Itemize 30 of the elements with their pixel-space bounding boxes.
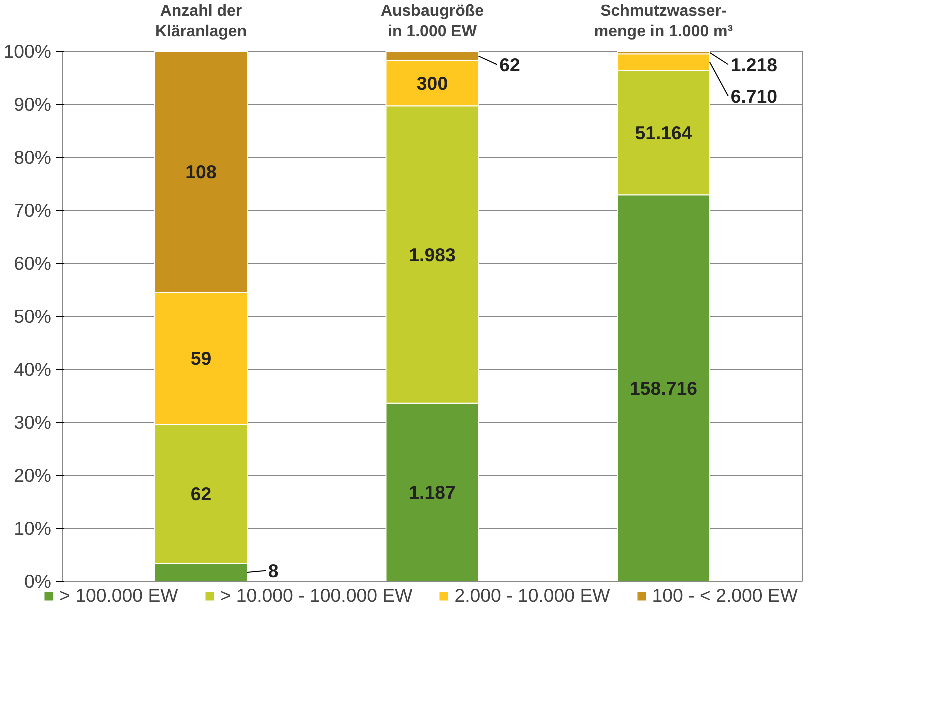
- legend-label: > 100.000 EW: [60, 585, 178, 607]
- y-tick-label: 70%: [14, 200, 52, 221]
- annotation: 59: [190, 348, 212, 370]
- y-tick-label: 30%: [14, 412, 52, 433]
- annotation: 1.218: [730, 54, 778, 76]
- y-tick-label: 40%: [14, 359, 52, 380]
- annotation: 8: [268, 560, 279, 582]
- annotation: 300: [416, 73, 448, 94]
- x-tick-label: Ausbaugröße in 1.000 EW: [380, 3, 484, 40]
- y-tick-label: 90%: [14, 94, 52, 115]
- annotation: 108: [186, 162, 217, 183]
- legend-label: 100 - < 2.000 EW: [652, 585, 798, 607]
- x-tick-label: Anzahl der Kläranlagen: [155, 3, 248, 40]
- legend-label: > 10.000 - 100.000 EW: [220, 585, 413, 607]
- annotation: 62: [500, 54, 520, 76]
- y-tick-label: 10%: [14, 518, 52, 539]
- annotation: 51.164: [635, 122, 693, 144]
- legend-label: 2.000 - 10.000 EW: [454, 585, 610, 607]
- annotation: 62: [190, 484, 212, 505]
- y-tick-label: 0%: [24, 571, 52, 592]
- annotation: 6.710: [730, 86, 778, 108]
- annotation: 1.187: [409, 482, 456, 503]
- y-tick-label: 100%: [4, 41, 52, 62]
- annotation: 158.716: [630, 378, 698, 399]
- y-tick-label: 60%: [14, 253, 52, 274]
- annotation: 1.983: [409, 244, 456, 266]
- y-tick-label: 20%: [14, 465, 52, 486]
- y-tick-label: 50%: [14, 306, 52, 327]
- x-tick-label: Schmutzwasser- menge in 1.000 m³: [594, 3, 734, 40]
- y-tick-label: 80%: [14, 147, 52, 168]
